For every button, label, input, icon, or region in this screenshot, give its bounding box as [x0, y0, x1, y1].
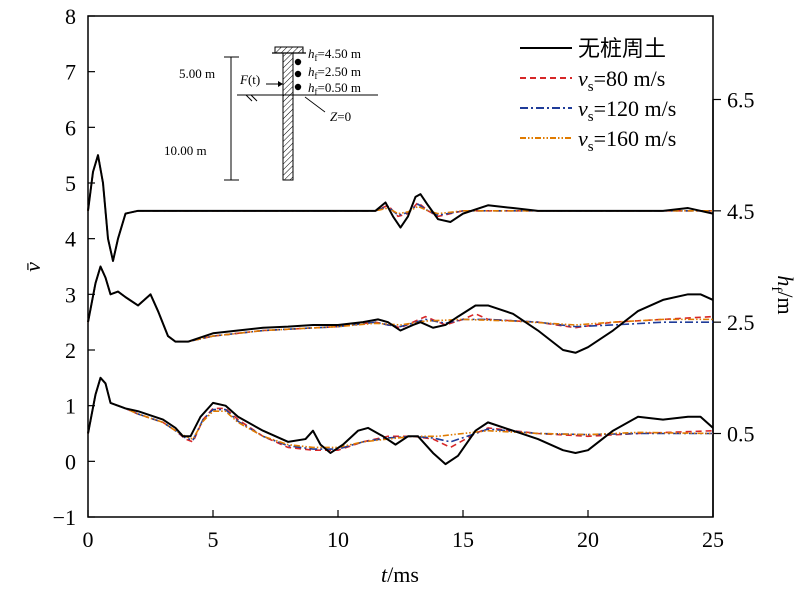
x-tick-label: 20: [577, 527, 599, 552]
right-axis-ticks: 6.5 4.5 2.5 0.5: [712, 88, 755, 517]
series-line-vs160-hf-4.50: [87, 154, 713, 262]
legend-entry-vs120: vs=120 m/s: [520, 96, 676, 125]
measure-point-icon: [294, 70, 302, 78]
legend-label-vs160: vs=160 m/s: [578, 126, 676, 155]
y-tick-label: 5: [65, 171, 76, 196]
series-line-no-soil-hf-4.50: [87, 154, 714, 262]
legend-label-vs80: vs=80 m/s: [578, 66, 665, 95]
y-axis-label-left: v̄: [20, 262, 45, 272]
series-line-vs80-hf-0.50: [87, 377, 714, 451]
x-tick-label: 0: [83, 527, 94, 552]
series-layer: [87, 154, 714, 466]
y-tick-label: 6: [65, 115, 76, 140]
right-tick-label: 4.5: [727, 199, 755, 224]
top-support-icon: [274, 46, 304, 54]
legend-entry-no-soil: 无桩周土: [520, 36, 666, 61]
ground-label: Z=0: [330, 109, 351, 124]
right-tick-label: 6.5: [727, 88, 755, 113]
y-tick-label: 8: [65, 4, 76, 29]
legend-label-vs120: vs=120 m/s: [578, 96, 676, 125]
y-tick-label: −1: [53, 505, 76, 530]
right-tick-label: 2.5: [727, 310, 755, 335]
legend: 无桩周土 vs=80 m/s vs=120 m/s vs=160 m/s: [520, 36, 676, 155]
y-tick-label: 7: [65, 60, 76, 85]
hf-label-0.50: hf=0.50 m: [308, 80, 361, 97]
y-axis-label-right: hf/m: [768, 275, 798, 314]
dim-label-5m: 5.00 m: [179, 66, 215, 81]
y-tick-label: 0: [65, 449, 76, 474]
force-arrow-icon: [278, 81, 283, 87]
x-tick-label: 25: [702, 527, 724, 552]
x-axis-label: t/ms: [381, 562, 419, 587]
legend-entry-vs160: vs=160 m/s: [520, 126, 676, 155]
y-tick-label: 3: [65, 282, 76, 307]
legend-label-no-soil: 无桩周土: [578, 36, 666, 61]
force-label: F(t): [239, 72, 260, 87]
x-tick-label: 10: [327, 527, 349, 552]
ground-hatch-icon: [245, 94, 258, 102]
series-line-vs120-hf-4.50: [87, 154, 713, 262]
legend-entry-vs80: vs=80 m/s: [520, 66, 665, 95]
y-tick-label: 4: [65, 227, 76, 252]
series-line-no-soil-hf-2.50: [87, 265, 714, 354]
inset-pile-diagram: 5.00 m 10.00 m F(t) hf=4.50 m hf=2.50 m …: [164, 46, 378, 181]
ground-leader-line: [304, 96, 326, 113]
x-tick-label: 5: [208, 527, 219, 552]
right-tick-label: 0.5: [727, 422, 755, 447]
measure-point-icon: [294, 83, 302, 91]
dim-label-10m: 10.00 m: [164, 143, 207, 158]
series-line-vs160-hf-0.50: [87, 377, 714, 449]
hf-label-2.50: hf=2.50 m: [308, 64, 361, 81]
y-tick-label: 2: [65, 338, 76, 363]
series-line-no-soil-hf-0.50: [87, 376, 714, 466]
pile-icon: [282, 52, 294, 181]
y-tick-label: 1: [65, 394, 76, 419]
y-axis-ticks: −1 0 1 2 3 4 5 6 7 8: [53, 4, 95, 530]
x-tick-label: 15: [452, 527, 474, 552]
hf-label-4.50: hf=4.50 m: [308, 46, 361, 63]
series-line-vs80-hf-4.50: [87, 154, 713, 262]
measure-point-icon: [294, 58, 302, 66]
